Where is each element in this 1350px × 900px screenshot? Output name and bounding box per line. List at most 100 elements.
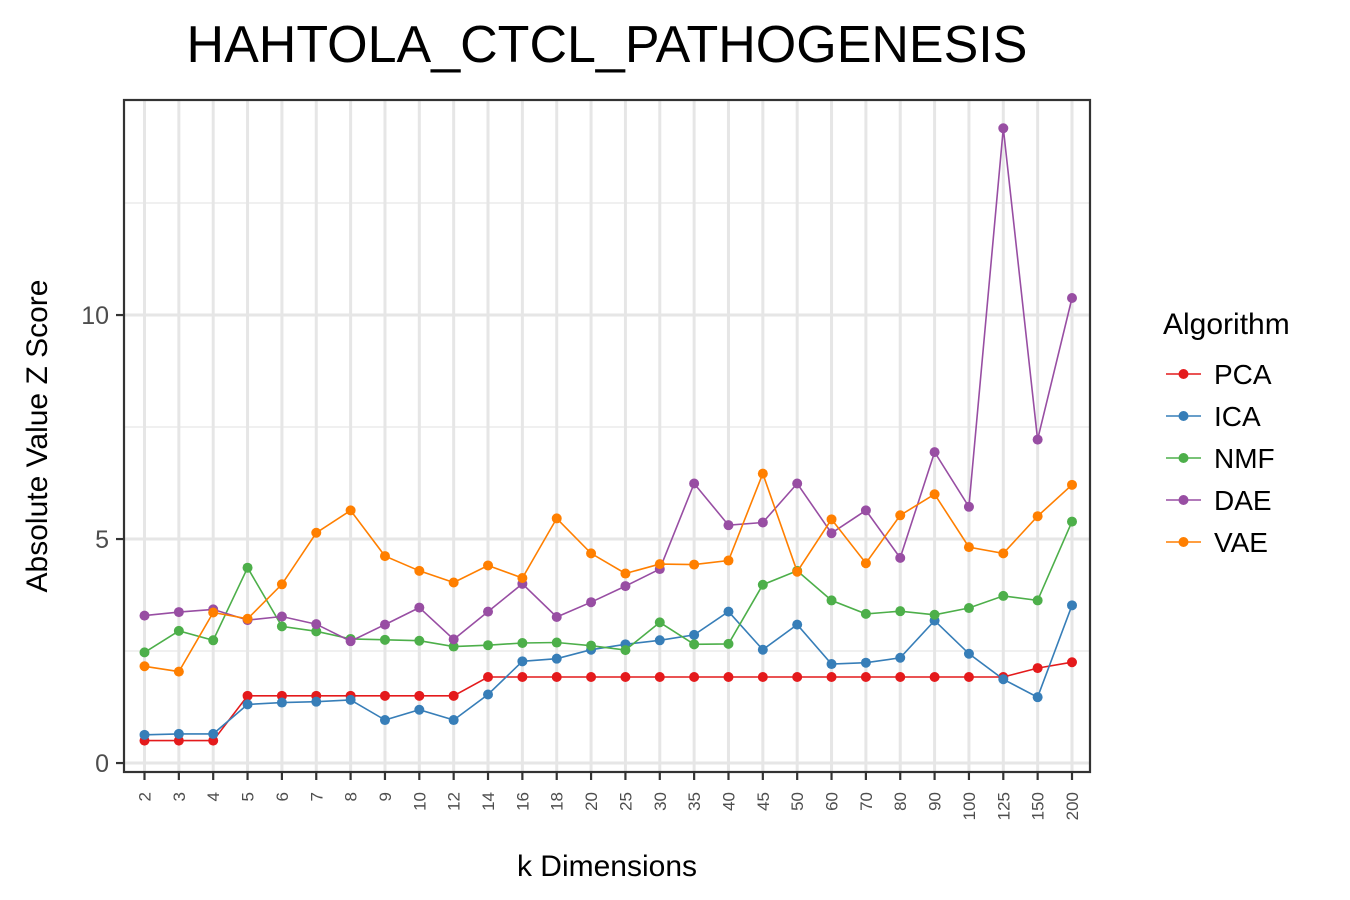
data-point — [414, 565, 425, 576]
data-point — [483, 672, 494, 683]
data-point — [448, 634, 459, 645]
plot-panel-border — [122, 98, 1092, 774]
data-point — [860, 657, 871, 668]
legend-title: Algorithm — [1163, 308, 1290, 341]
data-point — [448, 641, 459, 652]
data-point — [173, 666, 184, 677]
data-point — [414, 690, 425, 701]
data-point — [551, 672, 562, 683]
data-point — [723, 638, 734, 649]
data-point — [757, 468, 768, 479]
x-tick-label: 10 — [410, 792, 429, 811]
data-point — [483, 606, 494, 617]
data-point — [826, 595, 837, 606]
data-point — [311, 696, 322, 707]
data-point — [1067, 657, 1077, 668]
data-point — [963, 542, 974, 553]
legend-item-pca: PCA — [1166, 359, 1272, 390]
data-point — [551, 513, 562, 524]
data-point — [242, 613, 253, 624]
legend: Algorithm PCA ICA NMF DAE VAE — [1163, 308, 1290, 558]
data-point — [929, 447, 940, 458]
data-point — [379, 690, 390, 701]
data-point — [139, 661, 150, 672]
legend-label: VAE — [1214, 527, 1268, 558]
series-ica — [139, 600, 1077, 740]
x-tick-label: 80 — [891, 792, 910, 811]
data-point — [586, 672, 597, 683]
data-point — [345, 694, 356, 705]
series-line-pca — [144, 661, 1073, 742]
data-point — [483, 560, 494, 571]
data-point — [276, 579, 287, 590]
data-point — [379, 551, 390, 562]
data-point — [1067, 293, 1077, 304]
data-point — [723, 606, 734, 617]
data-point — [448, 715, 459, 726]
x-tick-label: 8 — [342, 792, 361, 801]
data-point — [689, 672, 700, 683]
x-tick-label: 7 — [307, 792, 326, 801]
x-tick-label: 90 — [926, 792, 945, 811]
data-point — [689, 639, 700, 650]
data-point — [379, 634, 390, 645]
data-point — [586, 548, 597, 559]
legend-swatch-point — [1178, 411, 1189, 421]
legend-swatch-point — [1178, 495, 1189, 505]
data-point — [517, 573, 528, 584]
data-point — [1032, 692, 1043, 703]
data-point — [689, 478, 700, 489]
data-point — [826, 659, 837, 670]
data-point — [414, 635, 425, 646]
x-tick-label: 14 — [479, 792, 498, 811]
x-tick-label: 6 — [273, 792, 292, 801]
data-point — [757, 517, 768, 528]
legend-item-vae: VAE — [1166, 527, 1268, 558]
x-tick-label: 5 — [239, 792, 258, 801]
data-point — [895, 552, 906, 563]
data-point — [1032, 511, 1043, 522]
y-axis-label: Absolute Value Z Score — [21, 280, 54, 593]
x-tick-label: 4 — [204, 792, 223, 801]
x-tick-label: 60 — [823, 792, 842, 811]
series-line-nmf — [144, 521, 1073, 654]
y-tick-label: 5 — [95, 526, 109, 554]
data-point — [139, 610, 150, 621]
legend-swatch-point — [1178, 453, 1189, 463]
x-tick-label: 2 — [136, 792, 155, 801]
series-line-ica — [144, 605, 1073, 736]
data-point — [860, 558, 871, 569]
data-point — [276, 611, 287, 622]
grid-lines — [124, 100, 1090, 772]
data-point — [963, 501, 974, 512]
x-tick-label: 50 — [788, 792, 807, 811]
x-tick-label: 16 — [513, 792, 532, 811]
data-point — [345, 505, 356, 516]
y-tick-label: 10 — [81, 302, 109, 330]
legend-swatch-point — [1178, 369, 1189, 379]
data-point — [242, 699, 253, 710]
data-point — [860, 505, 871, 516]
data-point — [860, 672, 871, 683]
data-point — [483, 640, 494, 651]
data-point — [139, 647, 150, 658]
data-point — [517, 637, 528, 648]
data-point — [757, 672, 768, 683]
data-point — [620, 581, 631, 592]
data-point — [173, 607, 184, 618]
data-point — [1067, 479, 1077, 490]
data-point — [723, 672, 734, 683]
data-point — [1032, 595, 1043, 606]
data-point — [895, 652, 906, 663]
x-tick-label: 35 — [685, 792, 704, 811]
data-point — [723, 555, 734, 566]
data-point — [723, 520, 734, 531]
data-point — [414, 704, 425, 715]
x-axis-label: k Dimensions — [517, 850, 697, 883]
legend-item-nmf: NMF — [1166, 443, 1275, 474]
data-point — [895, 510, 906, 521]
data-point — [551, 611, 562, 622]
data-point — [586, 597, 597, 608]
